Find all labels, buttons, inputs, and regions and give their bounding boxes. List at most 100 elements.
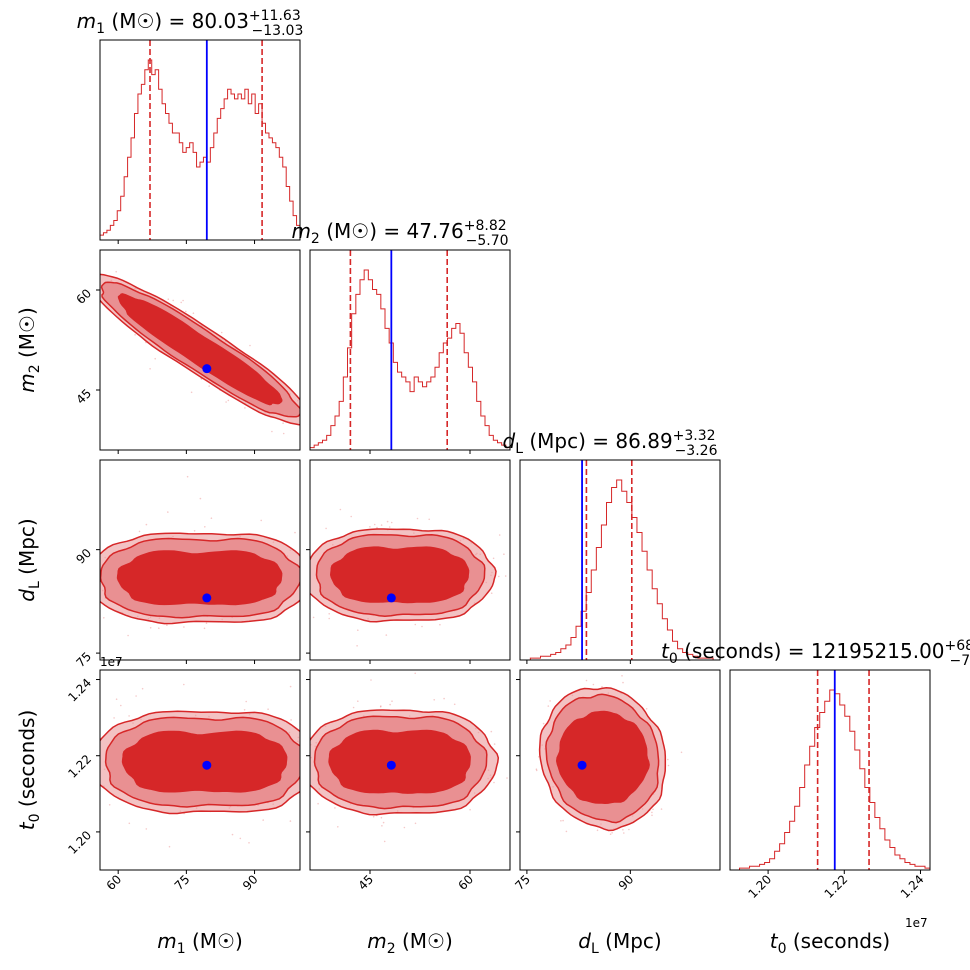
sample-point (182, 299, 184, 302)
sample-point (334, 807, 336, 809)
sample-point (289, 820, 292, 822)
panel-frame-2-2 (309, 249, 511, 451)
sample-point (357, 700, 359, 702)
sample-point (120, 704, 122, 707)
sample-point (521, 765, 523, 767)
truth-point (202, 593, 212, 603)
scatter-panel-3-1 (68, 475, 307, 637)
sample-point (282, 422, 284, 425)
sample-point (350, 515, 353, 518)
sample-point (302, 765, 304, 767)
sample-point (301, 741, 303, 743)
contour-inner (555, 710, 650, 805)
title-param-3: dL (Mpc) = 86.89+3.32 −3.26 (503, 428, 718, 459)
sample-point (651, 814, 653, 817)
sample-point (328, 613, 331, 615)
sample-point (518, 765, 520, 767)
sample-point (227, 399, 230, 402)
sample-point (337, 826, 339, 828)
sample-point (68, 589, 70, 591)
truth-point (202, 364, 212, 374)
sample-point (74, 577, 76, 579)
sample-point (535, 768, 538, 770)
panel-frame-4-1 (99, 669, 301, 871)
title-param-4: t0 (seconds) = 12195215.00+68−70 (661, 638, 970, 669)
x-offset-label: 1e7 (905, 916, 928, 930)
sample-point (547, 705, 550, 707)
sample-point (611, 832, 613, 834)
sample-point (585, 679, 588, 682)
y-tick-label: 45 (73, 386, 94, 407)
sample-point (382, 821, 385, 824)
sample-point (521, 586, 523, 588)
sample-point (115, 698, 118, 700)
sample-point (328, 617, 331, 620)
y-tick-label: 75 (73, 649, 94, 670)
sample-point (186, 475, 189, 478)
sample-point (245, 700, 247, 703)
sample-point (312, 425, 314, 427)
sample-point (562, 819, 564, 822)
sample-point (390, 521, 393, 524)
sample-point (135, 695, 137, 697)
sample-point (439, 623, 441, 626)
sample-point (312, 616, 315, 619)
x-tick-label: 75 (172, 872, 193, 893)
sample-point (305, 593, 307, 595)
sample-point (632, 666, 634, 668)
title-param-2: m2 (M☉) = 47.76+8.82 −5.70 (291, 218, 508, 249)
sample-point (93, 306, 95, 308)
sample-point (300, 607, 302, 609)
sample-point (541, 668, 543, 670)
histogram-2 (310, 250, 510, 450)
sample-point (565, 830, 568, 833)
panel-frame-2-1 (99, 249, 301, 451)
sample-point (301, 778, 303, 780)
x-tick-label: 60 (455, 872, 476, 893)
sample-point (84, 608, 86, 610)
truth-point (386, 593, 396, 603)
sample-point (96, 625, 98, 627)
sample-point (535, 769, 538, 772)
sample-point (231, 833, 234, 836)
sample-point (249, 344, 251, 347)
sample-point (469, 808, 471, 811)
sample-point (81, 789, 83, 791)
sample-point (325, 527, 327, 530)
sample-point (128, 822, 131, 825)
sample-point (172, 299, 174, 302)
sample-point (141, 687, 144, 690)
sample-point (609, 833, 612, 835)
sample-point (453, 703, 456, 706)
y-offset-label: 1e7 (100, 655, 123, 669)
sample-point (262, 819, 265, 821)
truth-point (386, 760, 396, 770)
sample-point (352, 706, 355, 709)
sample-point (180, 301, 182, 304)
sample-point (294, 531, 296, 534)
y-tick-label: 1.22 (65, 752, 94, 781)
sample-point (549, 700, 551, 702)
sample-point (628, 828, 630, 831)
sample-point (127, 634, 129, 637)
sample-point (128, 715, 130, 717)
sample-point (210, 517, 213, 519)
sample-point (516, 760, 518, 762)
sample-point (492, 557, 495, 560)
y-tick-label: 60 (73, 286, 94, 307)
sample-point (373, 523, 376, 526)
sample-point (290, 719, 292, 721)
x-tick-label: 1.24 (898, 872, 927, 901)
sample-point (192, 312, 195, 315)
sample-point (534, 753, 536, 755)
x-tick-label: 45 (355, 872, 376, 893)
sample-point (103, 617, 105, 619)
sample-point (414, 822, 417, 825)
sample-point (385, 634, 388, 636)
panel-frame-3-2 (309, 459, 511, 661)
contour-inner (329, 546, 470, 604)
sample-point (260, 519, 263, 522)
sample-point (560, 820, 562, 822)
sample-point (645, 708, 648, 710)
truth-point (577, 760, 587, 770)
